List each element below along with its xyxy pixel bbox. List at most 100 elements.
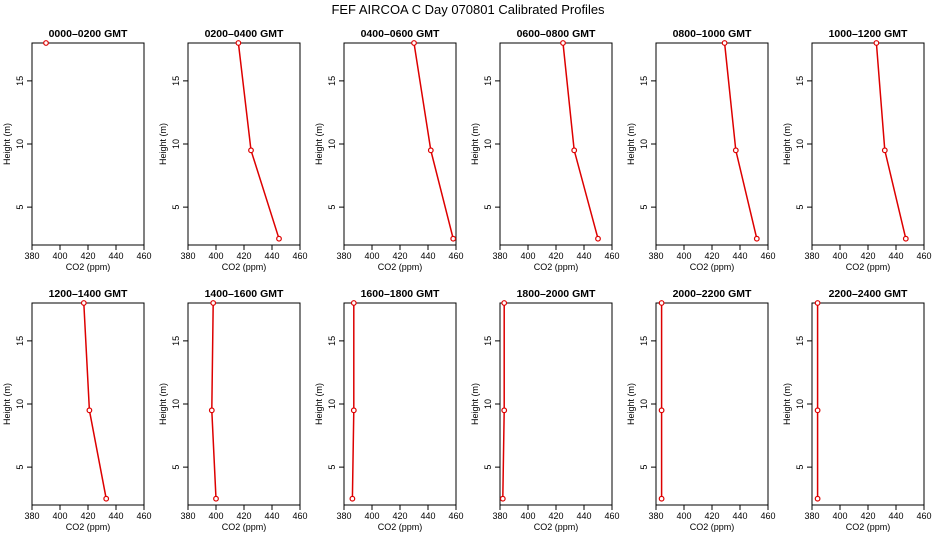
panel-title: 2000–2200 GMT [673,288,752,300]
y-tick-label: 15 [795,76,805,86]
x-tick-label: 440 [732,511,747,521]
y-axis-label: Height (m) [314,383,324,425]
y-tick-label: 15 [483,76,493,86]
panel-title: 0400–0600 GMT [361,28,440,40]
data-point [814,300,821,306]
profile-line [211,302,217,499]
x-tick-label: 440 [888,511,903,521]
y-axis-label: Height (m) [158,383,168,425]
x-tick-label: 460 [136,511,151,521]
y-tick-label: 10 [795,139,805,149]
x-tick-label: 460 [292,251,307,261]
x-tick-label: 420 [704,511,719,521]
panel-title: 1800–2000 GMT [517,288,596,300]
y-axis-label: Height (m) [314,123,324,165]
data-point [501,300,508,306]
profile-line [413,42,454,239]
x-axis-label: CO2 (ppm) [534,262,579,272]
x-tick-label: 420 [548,511,563,521]
x-tick-label: 380 [336,511,351,521]
x-axis-label: CO2 (ppm) [222,522,267,532]
data-point [658,407,665,414]
panel: 1800–2000 GMT 380 400 420 440 460 5 10 15 CO2 (pp… [470,288,620,532]
panel: 0800–1000 GMT 380 400 420 440 460 5 10 15 CO2 (pp… [626,28,776,272]
y-tick-label: 10 [171,399,181,409]
data-point [571,147,578,154]
profile-line [723,42,758,239]
panel: 0400–0600 GMT 380 400 420 440 460 5 10 15 CO2 (pp… [314,28,464,272]
y-tick-label: 5 [639,465,649,470]
plot-frame [187,42,301,246]
data-point [208,407,215,414]
y-axis-label: Height (m) [470,383,480,425]
panel-title: 0600–0800 GMT [517,28,596,40]
data-point [43,40,49,46]
x-tick-label: 400 [520,511,535,521]
y-tick-label: 15 [639,336,649,346]
x-tick-label: 460 [604,511,619,521]
x-tick-label: 460 [292,511,307,521]
x-tick-label: 400 [832,511,847,521]
x-axis-label: CO2 (ppm) [690,262,735,272]
x-tick-label: 440 [264,251,279,261]
y-tick-label: 15 [15,336,25,346]
x-tick-label: 420 [860,511,875,521]
data-point [881,147,888,154]
x-tick-label: 380 [492,511,507,521]
y-axis-label: Height (m) [2,123,12,165]
panel: 0000–0200 GMT 380 400 420 440 460 5 10 15 CO2 (pp… [2,28,152,272]
x-tick-label: 400 [364,511,379,521]
x-axis-label: CO2 (ppm) [222,262,267,272]
x-tick-label: 460 [448,511,463,521]
data-point [902,235,909,242]
x-tick-label: 460 [604,251,619,261]
x-tick-label: 440 [108,251,123,261]
y-tick-label: 10 [483,399,493,409]
y-tick-label: 5 [171,465,181,470]
x-tick-label: 440 [108,511,123,521]
panel: 1600–1800 GMT 380 400 420 440 460 5 10 15 CO2 (pp… [314,288,464,532]
y-tick-label: 15 [171,76,181,86]
x-tick-label: 400 [52,511,67,521]
panel-title: 0200–0400 GMT [205,28,284,40]
y-tick-label: 10 [639,399,649,409]
x-tick-label: 440 [576,511,591,521]
x-tick-label: 380 [180,511,195,521]
x-tick-label: 460 [916,511,931,521]
panel-title: 1600–1800 GMT [361,288,440,300]
data-point [86,407,93,414]
panel-title: 2200–2400 GMT [829,288,908,300]
data-point [411,40,417,46]
panel-title: 0800–1000 GMT [673,28,752,40]
x-tick-label: 420 [704,251,719,261]
plot-frame [187,302,301,506]
x-tick-label: 400 [52,251,67,261]
data-point [658,495,665,502]
data-point [501,407,508,414]
x-tick-label: 400 [208,251,223,261]
panel-title: 0000–0200 GMT [49,28,128,40]
x-tick-label: 420 [80,511,95,521]
x-tick-label: 460 [136,251,151,261]
data-point [80,300,87,306]
y-tick-label: 5 [483,465,493,470]
x-tick-label: 400 [832,251,847,261]
data-point [560,40,566,46]
panel: 2200–2400 GMT 380 400 420 440 460 5 10 15 CO2 (pp… [782,288,932,532]
y-axis-label: Height (m) [470,123,480,165]
x-tick-label: 440 [420,511,435,521]
x-tick-label: 380 [648,511,663,521]
x-tick-label: 460 [760,251,775,261]
panel: 0600–0800 GMT 380 400 420 440 460 5 10 15 CO2 (pp… [470,28,620,272]
profile-line [502,303,505,499]
y-tick-label: 10 [327,399,337,409]
panel: 1400–1600 GMT 380 400 420 440 460 5 10 15 CO2 (pp… [158,288,308,532]
profile-line [237,42,280,239]
x-axis-label: CO2 (ppm) [66,262,111,272]
panel: 1200–1400 GMT 380 400 420 440 460 5 10 15 CO2 (pp… [2,288,152,532]
x-tick-label: 420 [392,251,407,261]
y-tick-label: 5 [171,205,181,210]
data-point [721,40,728,46]
x-tick-label: 420 [392,511,407,521]
x-axis-label: CO2 (ppm) [846,522,891,532]
